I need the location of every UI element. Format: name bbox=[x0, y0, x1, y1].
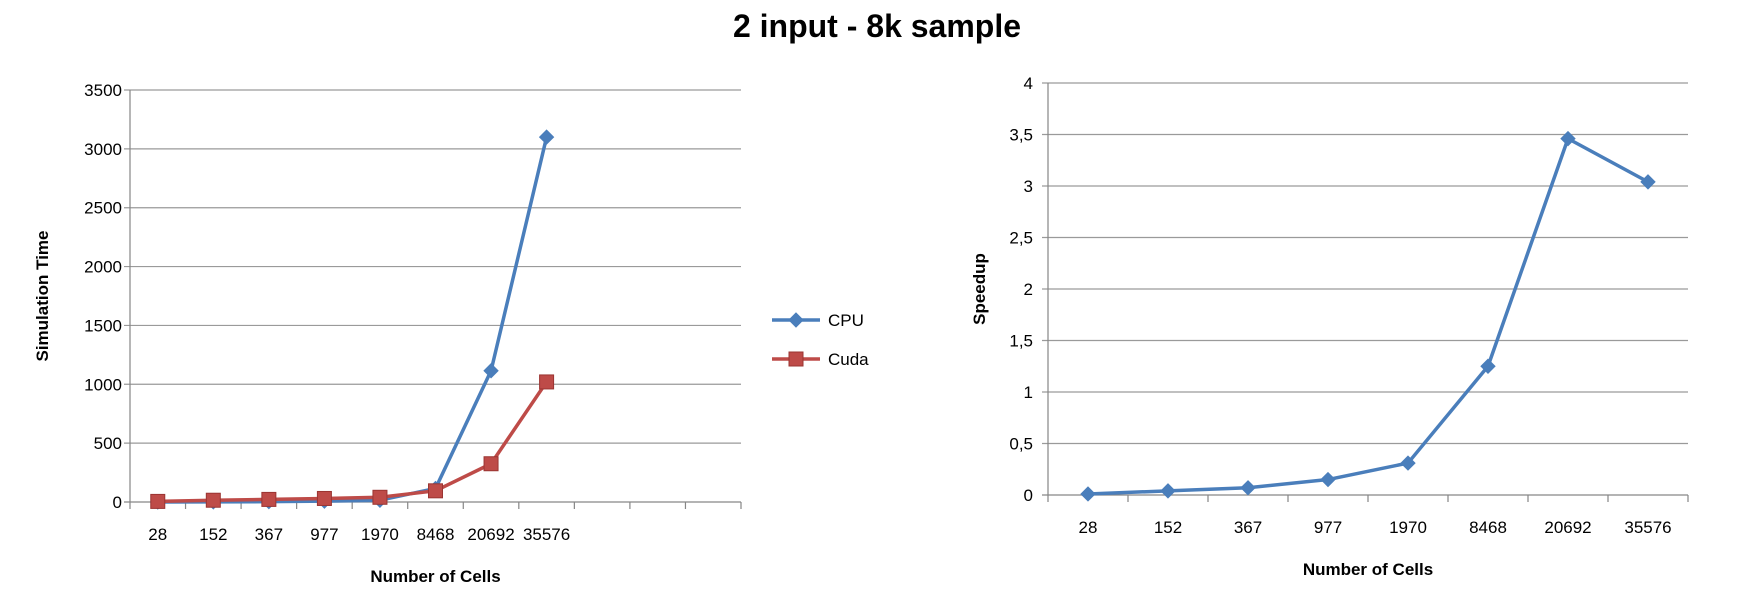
legend-marker bbox=[788, 312, 804, 328]
x-tick-label: 20692 bbox=[1544, 518, 1591, 537]
data-point bbox=[1160, 483, 1176, 499]
x-tick-label: 28 bbox=[148, 525, 167, 544]
x-tick-label: 1970 bbox=[361, 525, 399, 544]
x-tick-label: 20692 bbox=[467, 525, 514, 544]
data-point bbox=[261, 491, 277, 507]
y-tick-label: 3000 bbox=[84, 140, 122, 159]
data-point bbox=[150, 493, 166, 509]
data-point bbox=[372, 489, 388, 505]
y-axis-title: Simulation Time bbox=[33, 231, 52, 362]
x-tick-label: 367 bbox=[255, 525, 283, 544]
x-tick-label: 35576 bbox=[1624, 518, 1671, 537]
data-point bbox=[483, 363, 499, 379]
series-line bbox=[157, 136, 549, 504]
series-cuda bbox=[150, 374, 555, 509]
chart-title: 2 input - 8k sample bbox=[732, 8, 1022, 44]
y-tick-label: 3,5 bbox=[1009, 126, 1033, 145]
data-point bbox=[483, 456, 499, 472]
x-tick-label: 977 bbox=[310, 525, 338, 544]
data-point bbox=[316, 490, 332, 506]
data-point bbox=[1240, 480, 1256, 496]
data-point bbox=[428, 483, 443, 499]
data-point bbox=[1400, 455, 1416, 471]
y-tick-label: 2 bbox=[1024, 280, 1033, 299]
data-point bbox=[539, 374, 555, 390]
x-tick-label: 152 bbox=[199, 525, 227, 544]
x-tick-label: 8468 bbox=[417, 525, 455, 544]
series-line bbox=[157, 380, 549, 504]
y-tick-label: 2000 bbox=[84, 258, 122, 277]
y-axis-title: Speedup bbox=[970, 253, 989, 325]
series-speedup bbox=[1080, 130, 1656, 502]
data-point bbox=[1640, 174, 1656, 190]
legend-label: Cuda bbox=[828, 350, 869, 369]
y-tick-label: 1 bbox=[1024, 383, 1033, 402]
y-tick-label: 2500 bbox=[84, 199, 122, 218]
data-point bbox=[1560, 130, 1576, 147]
series-line bbox=[1087, 136, 1649, 496]
y-tick-label: 0 bbox=[1024, 486, 1033, 505]
data-point bbox=[1480, 358, 1496, 374]
y-tick-label: 2,5 bbox=[1009, 229, 1033, 248]
y-tick-label: 1500 bbox=[84, 316, 122, 335]
x-tick-label: 152 bbox=[1154, 518, 1182, 537]
y-tick-label: 4 bbox=[1024, 74, 1033, 93]
speedup-chart: 0 0,5 1 1,5 2 2,5 3 3,5 4 28 152 367 977 1970 8468 2069… bbox=[970, 74, 1689, 579]
x-tick-label: 35576 bbox=[523, 525, 570, 544]
data-point bbox=[205, 492, 221, 508]
y-tick-label: 3500 bbox=[84, 81, 122, 100]
x-axis-title: Number of Cells bbox=[1303, 560, 1433, 579]
data-point bbox=[1080, 486, 1096, 502]
simulation-time-chart: 0 500 1000 1500 2000 2500 3000 3500 28 152 367 977 1… bbox=[33, 81, 869, 586]
y-tick-label: 0 bbox=[113, 493, 122, 512]
data-point bbox=[538, 129, 555, 145]
legend: CPU Cuda bbox=[772, 311, 869, 369]
x-tick-label: 977 bbox=[1314, 518, 1342, 537]
x-tick-label: 367 bbox=[1234, 518, 1262, 537]
y-tick-label: 500 bbox=[94, 434, 122, 453]
x-axis-title: Number of Cells bbox=[370, 567, 500, 586]
x-tick-label: 28 bbox=[1079, 518, 1098, 537]
series-cpu bbox=[150, 129, 555, 510]
x-tick-label: 8468 bbox=[1469, 518, 1507, 537]
x-tick-label: 1970 bbox=[1389, 518, 1427, 537]
y-tick-label: 0,5 bbox=[1009, 435, 1033, 454]
legend-marker bbox=[788, 351, 804, 367]
legend-label: CPU bbox=[828, 311, 864, 330]
data-point bbox=[1320, 471, 1336, 488]
y-tick-label: 3 bbox=[1024, 177, 1033, 196]
y-tick-label: 1000 bbox=[84, 375, 122, 394]
y-tick-label: 1,5 bbox=[1009, 332, 1033, 351]
